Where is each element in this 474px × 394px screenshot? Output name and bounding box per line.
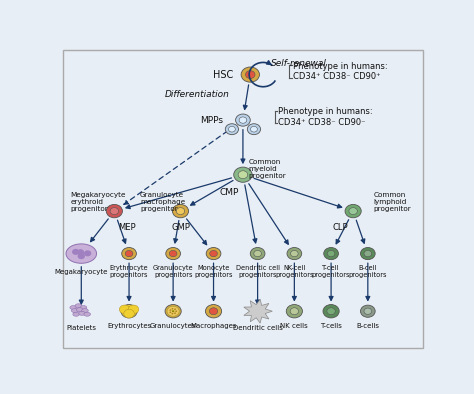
Circle shape bbox=[166, 247, 181, 260]
Circle shape bbox=[174, 312, 176, 314]
Text: GMP: GMP bbox=[171, 223, 190, 232]
Text: Common
myeloid
progenitor: Common myeloid progenitor bbox=[248, 159, 286, 178]
Text: Granulocyte
macrophage
progenitor: Granulocyte macrophage progenitor bbox=[140, 192, 185, 212]
Circle shape bbox=[119, 305, 130, 314]
Circle shape bbox=[125, 251, 133, 257]
Circle shape bbox=[210, 308, 218, 315]
Circle shape bbox=[239, 117, 247, 123]
Circle shape bbox=[206, 247, 221, 260]
Text: Erythrocyte
progenitors: Erythrocyte progenitors bbox=[110, 265, 148, 278]
Circle shape bbox=[349, 208, 357, 215]
Text: Granulocyte
progenitors: Granulocyte progenitors bbox=[153, 265, 193, 278]
Ellipse shape bbox=[79, 311, 85, 315]
Circle shape bbox=[324, 247, 338, 260]
Circle shape bbox=[238, 171, 248, 178]
Text: Megakaryocyte
erythroid
progenitor: Megakaryocyte erythroid progenitor bbox=[70, 192, 126, 212]
Text: CLP: CLP bbox=[332, 223, 348, 232]
Ellipse shape bbox=[73, 312, 80, 316]
Ellipse shape bbox=[84, 312, 91, 316]
Circle shape bbox=[287, 247, 301, 260]
Text: Macrophages: Macrophages bbox=[190, 323, 237, 329]
Circle shape bbox=[241, 67, 259, 82]
Circle shape bbox=[250, 126, 257, 132]
Circle shape bbox=[205, 305, 222, 318]
Text: Monocyte
progenitors: Monocyte progenitors bbox=[194, 265, 233, 278]
Text: Dendritic cell
progenitors: Dendritic cell progenitors bbox=[236, 265, 280, 278]
Text: Erythrocytes: Erythrocytes bbox=[107, 323, 151, 329]
Text: B-cell
progenitors: B-cell progenitors bbox=[348, 265, 387, 278]
FancyBboxPatch shape bbox=[63, 50, 423, 348]
Circle shape bbox=[360, 247, 375, 260]
Text: HSC: HSC bbox=[213, 70, 234, 80]
Text: B-cells: B-cells bbox=[356, 323, 379, 329]
Circle shape bbox=[84, 250, 91, 256]
Circle shape bbox=[172, 313, 173, 314]
Text: Phenotype in humans:
CD34⁺ CD38⁻ CD90⁺: Phenotype in humans: CD34⁺ CD38⁻ CD90⁺ bbox=[292, 62, 387, 81]
Circle shape bbox=[323, 305, 339, 318]
Text: T-cell
progenitors: T-cell progenitors bbox=[312, 265, 350, 278]
Text: T-cells: T-cells bbox=[320, 323, 342, 329]
Ellipse shape bbox=[72, 309, 78, 312]
Circle shape bbox=[360, 305, 375, 317]
Text: CMP: CMP bbox=[219, 188, 238, 197]
Circle shape bbox=[169, 312, 171, 313]
Ellipse shape bbox=[66, 244, 97, 263]
Circle shape bbox=[345, 204, 361, 218]
Text: Granulocytes: Granulocytes bbox=[150, 323, 196, 329]
Circle shape bbox=[327, 251, 335, 257]
Circle shape bbox=[225, 124, 238, 135]
Text: Platelets: Platelets bbox=[66, 325, 96, 331]
Circle shape bbox=[167, 306, 179, 316]
Circle shape bbox=[174, 309, 176, 310]
Circle shape bbox=[291, 251, 298, 257]
Ellipse shape bbox=[70, 306, 76, 310]
Circle shape bbox=[254, 251, 262, 257]
Text: Self-renewal: Self-renewal bbox=[271, 59, 327, 69]
Text: MPPs: MPPs bbox=[200, 115, 223, 125]
Circle shape bbox=[165, 305, 181, 318]
Text: Differentiation: Differentiation bbox=[164, 90, 229, 99]
Circle shape bbox=[77, 249, 84, 255]
Circle shape bbox=[128, 305, 139, 314]
Circle shape bbox=[173, 204, 189, 218]
Circle shape bbox=[172, 308, 173, 310]
Text: Common
lymphoid
progenitor: Common lymphoid progenitor bbox=[374, 192, 411, 212]
Circle shape bbox=[327, 308, 335, 315]
Text: Phenotype in humans:
CD34⁺ CD38⁻ CD90⁻: Phenotype in humans: CD34⁺ CD38⁻ CD90⁻ bbox=[278, 107, 373, 127]
Circle shape bbox=[236, 114, 250, 126]
Circle shape bbox=[121, 305, 137, 318]
Circle shape bbox=[169, 309, 171, 311]
Circle shape bbox=[247, 124, 261, 135]
Circle shape bbox=[172, 310, 174, 312]
Text: MEP: MEP bbox=[118, 223, 136, 232]
Circle shape bbox=[176, 208, 185, 215]
Circle shape bbox=[175, 310, 177, 312]
Ellipse shape bbox=[75, 304, 82, 308]
Circle shape bbox=[124, 309, 134, 318]
Circle shape bbox=[364, 251, 372, 257]
Ellipse shape bbox=[82, 309, 88, 312]
Ellipse shape bbox=[76, 308, 83, 312]
Circle shape bbox=[110, 208, 118, 215]
Circle shape bbox=[122, 247, 137, 260]
Circle shape bbox=[78, 253, 85, 259]
Circle shape bbox=[246, 71, 255, 78]
Circle shape bbox=[234, 167, 252, 182]
Text: Dendritic cells: Dendritic cells bbox=[233, 325, 283, 331]
Circle shape bbox=[364, 308, 372, 314]
Circle shape bbox=[106, 204, 122, 218]
Circle shape bbox=[228, 126, 236, 132]
Circle shape bbox=[290, 308, 299, 315]
Circle shape bbox=[169, 251, 177, 257]
Circle shape bbox=[72, 249, 79, 255]
Polygon shape bbox=[244, 299, 272, 323]
Ellipse shape bbox=[80, 306, 87, 310]
Text: Megakaryocyte: Megakaryocyte bbox=[55, 269, 108, 275]
Text: NK cells: NK cells bbox=[281, 323, 308, 329]
Circle shape bbox=[286, 305, 302, 318]
Circle shape bbox=[250, 247, 265, 260]
Circle shape bbox=[210, 251, 218, 257]
Text: NK-cell
progenitors: NK-cell progenitors bbox=[275, 265, 314, 278]
